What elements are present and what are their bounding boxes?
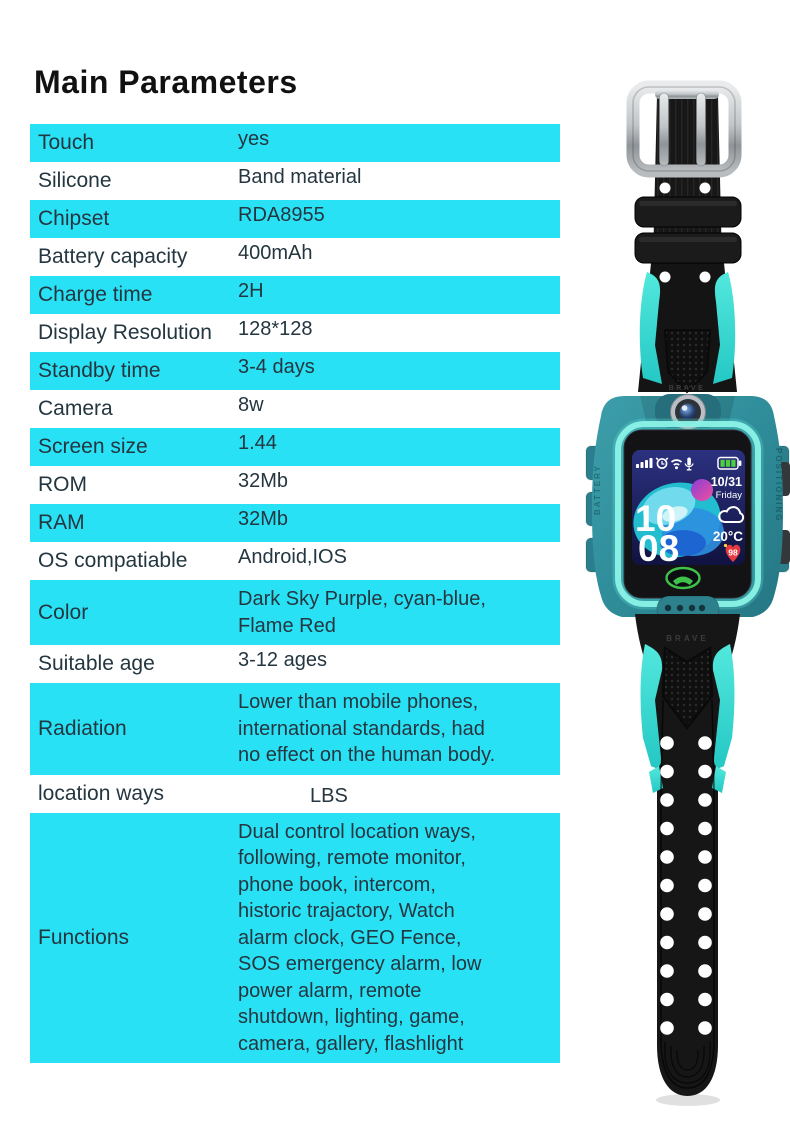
strap-hole [659, 271, 671, 283]
body-side-text-right: POSITIONING [774, 448, 783, 522]
table-row: OS compatiable Android,IOS [30, 542, 560, 580]
watch-time-minutes: 08 [638, 528, 679, 569]
microphone-icon [684, 457, 694, 471]
param-value: 3-12 ages [238, 649, 327, 671]
strap-texture [663, 329, 712, 394]
status-bar [636, 456, 742, 471]
strap-hole [699, 182, 711, 194]
table-row: Display Resolution 128*128 [30, 314, 560, 352]
param-label: Camera [38, 397, 113, 420]
param-label: Functions [38, 925, 130, 949]
param-value: LBS [310, 784, 348, 807]
param-label: ROM [38, 473, 87, 496]
table-row: Radiation Lower than mobile phones, inte… [30, 683, 560, 775]
table-row: Screen size 1.44 [30, 428, 560, 466]
param-value: yes [238, 128, 270, 150]
strap-accent [640, 644, 663, 768]
watchface-accent-circle [691, 479, 713, 501]
watch-body: BATTERY POSITIONING [585, 394, 790, 623]
spec-pane: Main Parameters Touch yes Silicone Band … [30, 64, 560, 1063]
param-label: Suitable age [38, 652, 155, 675]
param-label: Screen size [38, 435, 148, 458]
param-label: Silicone [38, 169, 112, 192]
param-value: 2H [238, 280, 264, 302]
watch-screen: 10/31 Friday 10 08 20°C [632, 450, 745, 569]
param-value: Dark Sky Purple, cyan-blue, Flame Red [238, 588, 486, 637]
param-value: Dual control location ways, following, r… [238, 820, 482, 1055]
table-row: Chipset RDA8955 [30, 200, 560, 238]
wifi-icon [670, 459, 683, 470]
strap-hole [699, 271, 711, 283]
table-row: Camera 8w [30, 390, 560, 428]
param-value: 32Mb [238, 508, 289, 530]
table-row: Silicone Band material [30, 162, 560, 200]
strap-texture [661, 645, 714, 731]
param-label: Standby time [38, 359, 161, 382]
table-row: Color Dark Sky Purple, cyan-blue, Flame … [30, 580, 560, 645]
watch-strap-keeper [634, 196, 742, 264]
param-value: Band material [238, 166, 362, 188]
strap-brand-text: BRAVE [669, 385, 705, 392]
battery-icon [717, 456, 742, 470]
weather-cloud-icon [718, 506, 745, 523]
body-side-text-left: BATTERY [593, 464, 602, 515]
param-value: RDA8955 [238, 204, 325, 226]
param-value: Lower than mobile phones, international … [238, 691, 496, 766]
phone-handset-icon [673, 576, 693, 585]
strap-accent [712, 644, 735, 768]
table-row: RAM 32Mb [30, 504, 560, 542]
table-row: location ways LBS [30, 775, 560, 813]
watch-strap-top: BRAVE [626, 80, 742, 394]
phone-call-button [665, 566, 701, 590]
heart-rate-value: 98 [728, 548, 738, 558]
watch-strap-bottom: BRAVE [635, 614, 740, 1106]
watch-buckle [626, 80, 742, 178]
heart-rate-badge: 98 [723, 543, 741, 562]
param-label: Touch [38, 131, 95, 154]
param-label: Radiation [38, 716, 127, 740]
table-row: Battery capacity 400mAh [30, 238, 560, 276]
param-value: 32Mb [238, 470, 289, 492]
param-label: OS compatiable [38, 549, 188, 572]
table-row: Functions Dual control location ways, fo… [30, 812, 560, 1063]
spec-table: Touch yes Silicone Band material Chipset… [30, 124, 560, 1063]
strap-accent [639, 272, 662, 384]
param-value: 1.44 [238, 432, 277, 454]
table-row: Touch yes [30, 124, 560, 162]
table-row: ROM 32Mb [30, 466, 560, 504]
strap-accent [713, 272, 736, 384]
camera-lens-icon [670, 394, 706, 430]
signal-icon [636, 458, 653, 468]
strap-tip-grooves [664, 1042, 711, 1084]
param-value: Android,IOS [238, 546, 347, 568]
param-label: RAM [38, 511, 85, 534]
param-label: Color [38, 600, 89, 624]
param-label: Chipset [38, 207, 110, 230]
param-value: 3-4 days [238, 356, 315, 378]
strap-hole [659, 182, 671, 194]
param-label: Charge time [38, 283, 153, 306]
param-label: location ways [38, 781, 165, 805]
strap-groove [660, 699, 715, 1089]
table-row: Suitable age 3-12 ages [30, 645, 560, 683]
watch-time-hours: 10 [635, 498, 676, 539]
smartwatch-image: BRAVE BATTERY POSITIONING [585, 80, 790, 1106]
product-image: BRAVE BATTERY POSITIONING [585, 0, 790, 1127]
param-value: 128*128 [238, 318, 313, 340]
param-label: Battery capacity [38, 245, 188, 268]
watch-temperature: 20°C [713, 529, 743, 544]
watch-day: Friday [716, 490, 743, 501]
table-row: Charge time 2H [30, 276, 560, 314]
param-label: Display Resolution [38, 321, 212, 344]
param-value: 8w [238, 394, 264, 416]
strap-holes [660, 736, 712, 1035]
page-title: Main Parameters [34, 64, 298, 100]
table-row: Standby time 3-4 days [30, 352, 560, 390]
alarm-clock-icon [655, 457, 669, 469]
watch-date: 10/31 [711, 475, 742, 489]
param-value: 400mAh [238, 242, 313, 264]
strap-brand-text: BRAVE [666, 634, 708, 643]
